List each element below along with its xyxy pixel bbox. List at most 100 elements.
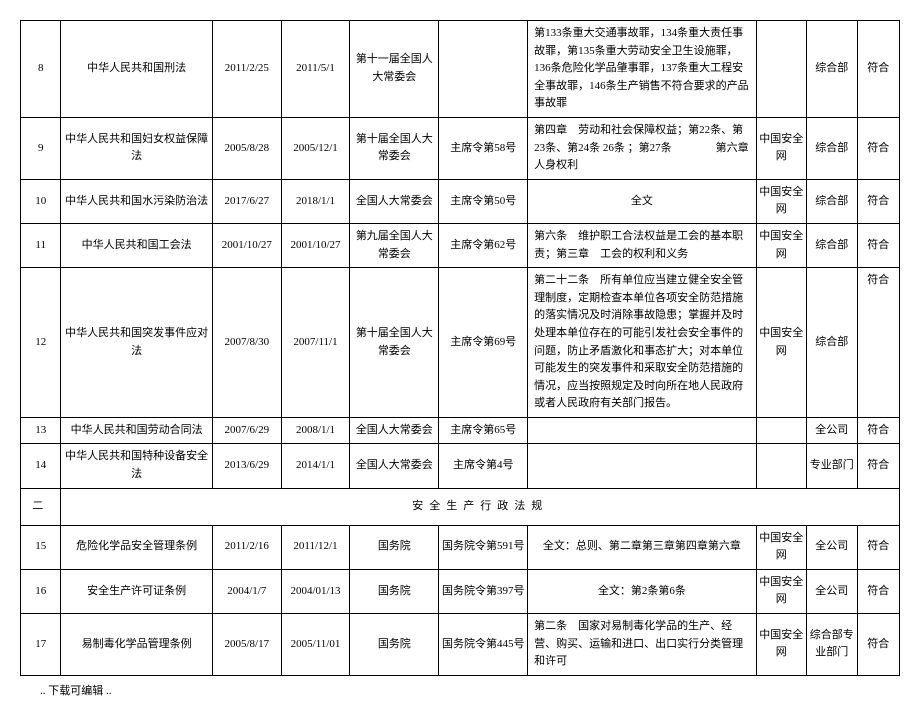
cell-status: 符合: [857, 268, 899, 418]
cell-order-no: 国务院令第591号: [439, 525, 528, 569]
cell-department: 综合部: [807, 223, 858, 267]
cell-date-issued: 2004/1/7: [212, 569, 281, 613]
table-row: 8中华人民共和国刑法2011/2/252011/5/1第十一届全国人大常委会第1…: [21, 21, 900, 118]
regulations-table: 8中华人民共和国刑法2011/2/252011/5/1第十一届全国人大常委会第1…: [20, 20, 900, 676]
cell-content: [528, 417, 756, 444]
cell-content: 第四章 劳动和社会保障权益；第22条、第23条、第24条 26条 ；第27条 第…: [528, 117, 756, 179]
table-row: 10中华人民共和国水污染防治法2017/6/272018/1/1全国人大常委会主…: [21, 179, 900, 223]
cell-date-effective: 2001/10/27: [281, 223, 350, 267]
section-header-row: 二 安全生产行政法规: [21, 488, 900, 525]
cell-date-issued: 2011/2/16: [212, 525, 281, 569]
cell-department: 综合部: [807, 21, 858, 118]
cell-order-no: 国务院令第397号: [439, 569, 528, 613]
cell-source: [756, 444, 807, 488]
cell-date-issued: 2001/10/27: [212, 223, 281, 267]
cell-index: 12: [21, 268, 61, 418]
cell-date-issued: 2005/8/28: [212, 117, 281, 179]
cell-date-issued: 2005/8/17: [212, 614, 281, 676]
cell-date-effective: 2018/1/1: [281, 179, 350, 223]
cell-status: 符合: [857, 21, 899, 118]
cell-content: 全文：总则、第二章第三章第四章第六章: [528, 525, 756, 569]
cell-source: [756, 417, 807, 444]
cell-index: 17: [21, 614, 61, 676]
cell-order-no: 主席令第4号: [439, 444, 528, 488]
cell-department: 全公司: [807, 417, 858, 444]
cell-department: 综合部: [807, 179, 858, 223]
cell-name: 中华人民共和国劳动合同法: [61, 417, 213, 444]
cell-index: 10: [21, 179, 61, 223]
cell-status: 符合: [857, 525, 899, 569]
cell-index: 8: [21, 21, 61, 118]
cell-name: 中华人民共和国妇女权益保障法: [61, 117, 213, 179]
table-row: 15危险化学品安全管理条例2011/2/162011/12/1国务院国务院令第5…: [21, 525, 900, 569]
table-row: 11中华人民共和国工会法2001/10/272001/10/27第九届全国人大常…: [21, 223, 900, 267]
cell-organization: 国务院: [350, 569, 439, 613]
cell-organization: 第十届全国人大常委会: [350, 117, 439, 179]
cell-date-issued: 2011/2/25: [212, 21, 281, 118]
cell-organization: 第十一届全国人大常委会: [350, 21, 439, 118]
cell-content: 全文：第2条第6条: [528, 569, 756, 613]
cell-index: 13: [21, 417, 61, 444]
cell-status: 符合: [857, 569, 899, 613]
cell-date-issued: 2017/6/27: [212, 179, 281, 223]
section-title: 安全生产行政法规: [61, 488, 900, 525]
table-row: 13中华人民共和国劳动合同法2007/6/292008/1/1全国人大常委会主席…: [21, 417, 900, 444]
cell-source: 中国安全网: [756, 268, 807, 418]
table-row: 16安全生产许可证条例2004/1/72004/01/13国务院国务院令第397…: [21, 569, 900, 613]
cell-date-effective: 2008/1/1: [281, 417, 350, 444]
cell-organization: 第九届全国人大常委会: [350, 223, 439, 267]
cell-name: 中华人民共和国刑法: [61, 21, 213, 118]
cell-content: 全文: [528, 179, 756, 223]
cell-status: 符合: [857, 417, 899, 444]
cell-source: 中国安全网: [756, 569, 807, 613]
cell-organization: 全国人大常委会: [350, 444, 439, 488]
cell-organization: 全国人大常委会: [350, 417, 439, 444]
cell-date-effective: 2007/11/1: [281, 268, 350, 418]
cell-order-no: 国务院令第445号: [439, 614, 528, 676]
cell-source: 中国安全网: [756, 117, 807, 179]
cell-index: 15: [21, 525, 61, 569]
cell-content: [528, 444, 756, 488]
cell-organization: 第十届全国人大常委会: [350, 268, 439, 418]
cell-date-effective: 2011/5/1: [281, 21, 350, 118]
cell-order-no: 主席令第62号: [439, 223, 528, 267]
cell-name: 中华人民共和国水污染防治法: [61, 179, 213, 223]
table-row: 12中华人民共和国突发事件应对法2007/8/302007/11/1第十届全国人…: [21, 268, 900, 418]
table-row: 9中华人民共和国妇女权益保障法2005/8/282005/12/1第十届全国人大…: [21, 117, 900, 179]
footer-note: .. 下载可编辑 ..: [20, 682, 900, 698]
cell-date-effective: 2004/01/13: [281, 569, 350, 613]
cell-order-no: 主席令第65号: [439, 417, 528, 444]
cell-date-effective: 2011/12/1: [281, 525, 350, 569]
cell-order-no: 主席令第58号: [439, 117, 528, 179]
cell-department: 综合部: [807, 117, 858, 179]
cell-order-no: 主席令第50号: [439, 179, 528, 223]
cell-name: 易制毒化学品管理条例: [61, 614, 213, 676]
cell-status: 符合: [857, 223, 899, 267]
cell-date-effective: 2005/11/01: [281, 614, 350, 676]
cell-source: 中国安全网: [756, 223, 807, 267]
cell-organization: 国务院: [350, 614, 439, 676]
cell-status: 符合: [857, 614, 899, 676]
cell-status: 符合: [857, 444, 899, 488]
cell-date-issued: 2013/6/29: [212, 444, 281, 488]
cell-department: 全公司: [807, 569, 858, 613]
cell-date-issued: 2007/6/29: [212, 417, 281, 444]
cell-source: 中国安全网: [756, 179, 807, 223]
cell-index: 14: [21, 444, 61, 488]
cell-content: 第二十二条 所有单位应当建立健全安全管理制度，定期检查本单位各项安全防范措施的落…: [528, 268, 756, 418]
cell-department: 全公司: [807, 525, 858, 569]
cell-status: 符合: [857, 179, 899, 223]
cell-index: 11: [21, 223, 61, 267]
cell-date-effective: 2014/1/1: [281, 444, 350, 488]
cell-name: 中华人民共和国突发事件应对法: [61, 268, 213, 418]
cell-organization: 全国人大常委会: [350, 179, 439, 223]
cell-order-no: 主席令第69号: [439, 268, 528, 418]
cell-source: 中国安全网: [756, 525, 807, 569]
cell-name: 中华人民共和国特种设备安全法: [61, 444, 213, 488]
cell-source: 中国安全网: [756, 614, 807, 676]
cell-source: [756, 21, 807, 118]
cell-date-effective: 2005/12/1: [281, 117, 350, 179]
table-row: 17易制毒化学品管理条例2005/8/172005/11/01国务院国务院令第4…: [21, 614, 900, 676]
cell-organization: 国务院: [350, 525, 439, 569]
cell-status: 符合: [857, 117, 899, 179]
